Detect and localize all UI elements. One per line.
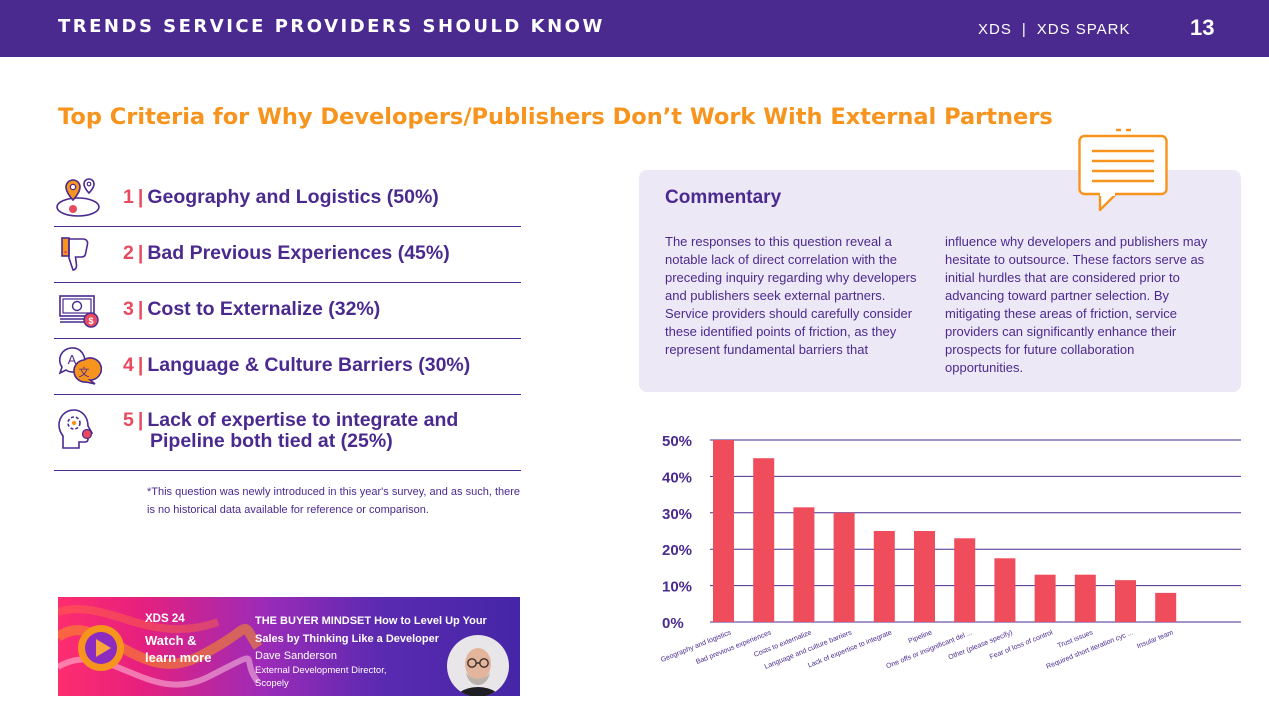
bar xyxy=(1155,592,1177,622)
bar xyxy=(1115,580,1136,622)
criteria-number: 1 xyxy=(123,186,134,208)
money-icon: $ xyxy=(59,295,99,328)
commentary-paragraph-1: The responses to this question reveal a … xyxy=(665,234,917,303)
commentary-title: Commentary xyxy=(665,187,782,208)
x-tick-label: Pipeline xyxy=(908,629,934,645)
svg-text:文: 文 xyxy=(79,365,90,379)
criteria-label-line1: Lack of expertise to integrate and xyxy=(147,409,459,431)
translate-icon: A 文 xyxy=(58,347,102,385)
bar xyxy=(873,531,895,622)
bar xyxy=(994,558,1016,622)
y-tick-label: 50% xyxy=(662,433,692,450)
watch-link[interactable]: Watch & learn more xyxy=(145,632,235,666)
brand-xds-spark[interactable]: XDS SPARK xyxy=(1036,21,1131,38)
brand-separator: | xyxy=(1021,21,1027,38)
criteria-number: 2 xyxy=(123,242,134,264)
video-banner[interactable]: XDS 24 Watch & learn more THE BUYER MINDS… xyxy=(58,597,520,696)
banner-tag: XDS 24 xyxy=(145,613,185,625)
commentary-column-2: influence why developers and publishers … xyxy=(945,234,1208,375)
commentary-column-1: The responses to this question reveal a … xyxy=(665,233,935,359)
bar xyxy=(793,507,815,622)
criteria-label-line2: Pipeline both tied at (25%) xyxy=(150,430,393,452)
bar xyxy=(914,531,935,622)
play-icon xyxy=(96,639,111,657)
speaker-name: Dave Sanderson xyxy=(255,650,337,662)
y-tick-label: 40% xyxy=(662,469,692,486)
footnote: *This question was newly introduced in t… xyxy=(147,486,521,516)
criteria-separator: | xyxy=(137,186,144,208)
watch-line-2: learn more xyxy=(145,650,212,665)
criteria-item-2: 2 | Bad Previous Experiences (45%) xyxy=(54,227,521,283)
bar xyxy=(713,440,734,622)
y-tick-label: 0% xyxy=(662,615,684,632)
page-title: Top Criteria for Why Developers/Publishe… xyxy=(58,104,1053,130)
bar xyxy=(753,458,775,622)
criteria-label: Geography and Logistics (50%) xyxy=(147,186,439,208)
header-title: TRENDS SERVICE PROVIDERS SHOULD KNOW xyxy=(58,16,605,37)
criteria-label: Cost to Externalize (32%) xyxy=(147,298,381,320)
y-tick-label: 30% xyxy=(662,506,692,523)
bar xyxy=(1034,574,1056,622)
y-tick-label: 20% xyxy=(662,542,692,559)
banner-title: THE BUYER MINDSET How to Level Up Your S… xyxy=(255,615,487,645)
y-tick-label: 10% xyxy=(662,579,692,596)
header-brands: XDS | XDS SPARK xyxy=(978,21,1131,38)
criteria-number: 4 xyxy=(123,354,134,376)
map-pin-icon xyxy=(56,178,100,217)
criteria-item-3: $ 3 | Cost to Externalize (32%) xyxy=(54,283,521,339)
criteria-number: 5 xyxy=(123,409,134,431)
criteria-label: Language & Culture Barriers (30%) xyxy=(147,354,471,376)
x-tick-label: Bad previous experiences xyxy=(695,629,773,666)
criteria-item-4: A 文 4 | Language & Culture Barriers (30%) xyxy=(54,339,521,395)
speaker-avatar xyxy=(447,635,509,696)
criteria-separator: | xyxy=(137,242,144,264)
header-bar: TRENDS SERVICE PROVIDERS SHOULD KNOW XDS… xyxy=(0,0,1269,57)
criteria-label: Bad Previous Experiences (45%) xyxy=(147,242,450,264)
commentary-box xyxy=(639,170,1241,392)
criteria-item-5: 5 | Lack of expertise to integrate and Pipe… xyxy=(54,395,521,471)
criteria-separator: | xyxy=(137,409,144,431)
bar-chart: 0%10%20%30%40%50%Geography and logistics… xyxy=(660,433,1241,671)
brand-xds[interactable]: XDS xyxy=(978,21,1012,38)
speaker-role: External Development Director, Scopely xyxy=(255,665,387,689)
gear-head-icon xyxy=(58,409,94,449)
bar xyxy=(1074,574,1096,622)
criteria-number: 3 xyxy=(123,298,134,320)
speech-bubble-icon xyxy=(1078,128,1168,212)
watch-line-1: Watch & xyxy=(145,633,197,648)
x-tick-label: Insular team xyxy=(1136,629,1174,650)
criteria-separator: | xyxy=(137,298,144,320)
bar xyxy=(954,538,976,622)
criteria-item-1: 1 | Geography and Logistics (50%) xyxy=(54,173,521,227)
bar xyxy=(833,512,855,622)
thumbs-down-icon xyxy=(61,237,89,271)
svg-text:$: $ xyxy=(88,316,93,326)
svg-text:A: A xyxy=(68,352,77,367)
commentary-paragraph-2: Service providers should carefully consi… xyxy=(665,306,913,357)
page-number: 13 xyxy=(1190,15,1215,40)
criteria-separator: | xyxy=(137,354,144,376)
